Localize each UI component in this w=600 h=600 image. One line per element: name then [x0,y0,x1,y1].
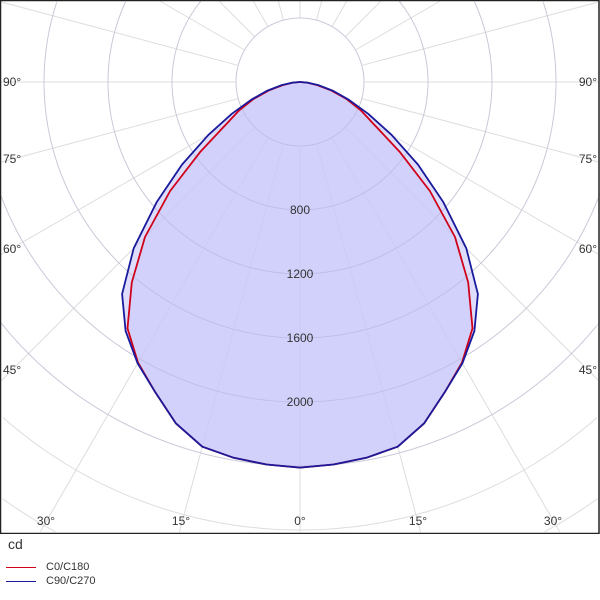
grid-spoke [218,0,256,38]
grid-ring [2,498,598,533]
polar-chart: 800 1200 1600 2000 90° 75° 60° 45° 30° 1… [0,0,600,534]
legend-item-c0-c180: C0/C180 [6,560,96,574]
grid-ring-overlay [171,0,429,211]
grid-spoke [316,0,323,21]
grid-spoke [0,113,245,256]
series-line-c90-c270 [121,81,479,469]
grid-ring [2,417,598,531]
angle-label: 45° [579,363,597,377]
radial-tick-label: 1200 [287,267,314,281]
grid-spoke [361,1,599,66]
angle-label: 75° [579,152,597,166]
legend-item-c90-c270: C90/C270 [6,574,96,588]
radial-labels: 800 1200 1600 2000 [287,203,314,409]
legend-swatch [6,580,36,582]
grid-ring-overlay [0,320,600,467]
legend: C0/C180 C90/C270 [6,560,96,588]
grid-spoke [252,0,269,27]
grid-spoke [361,98,599,163]
radial-tick-label: 2000 [287,395,314,409]
angle-label: 30° [544,514,562,528]
grid-spoke [0,1,239,66]
grid-spoke [277,0,284,21]
grid-spoke [331,0,348,27]
unit-label: cd [8,536,23,552]
angle-label: 30° [37,514,55,528]
angle-label: 15° [409,514,427,528]
grid-spoke [0,98,239,163]
grid-ring-overlay [43,0,557,339]
grid-ring-overlay [107,0,493,275]
angle-label: 0° [294,514,306,528]
legend-swatch [6,566,36,568]
radial-tick-label: 800 [290,203,310,217]
curve-fill [127,82,473,468]
angle-labels: 90° 75° 60° 45° 30° 15° 0° 15° 30° 90° 7… [3,75,597,528]
grid-ring-overlay [0,191,600,403]
grid-spoke [355,113,599,255]
angle-label: 60° [3,242,21,256]
angle-label: 60° [579,242,597,256]
angle-label: 15° [172,514,190,528]
angle-label: 90° [3,75,21,89]
angle-label: 90° [579,75,597,89]
radial-tick-label: 1600 [287,331,314,345]
legend-label: C0/C180 [46,561,90,573]
legend-label: C90/C270 [46,575,96,587]
angle-label: 75° [3,152,21,166]
curves [0,0,600,469]
grid-ring-overlay [235,17,365,147]
grid-spoke [159,0,245,51]
chart-frame [0,0,600,534]
grid-spoke [355,0,441,51]
grid-spoke [344,0,382,38]
angle-label: 45° [3,363,21,377]
